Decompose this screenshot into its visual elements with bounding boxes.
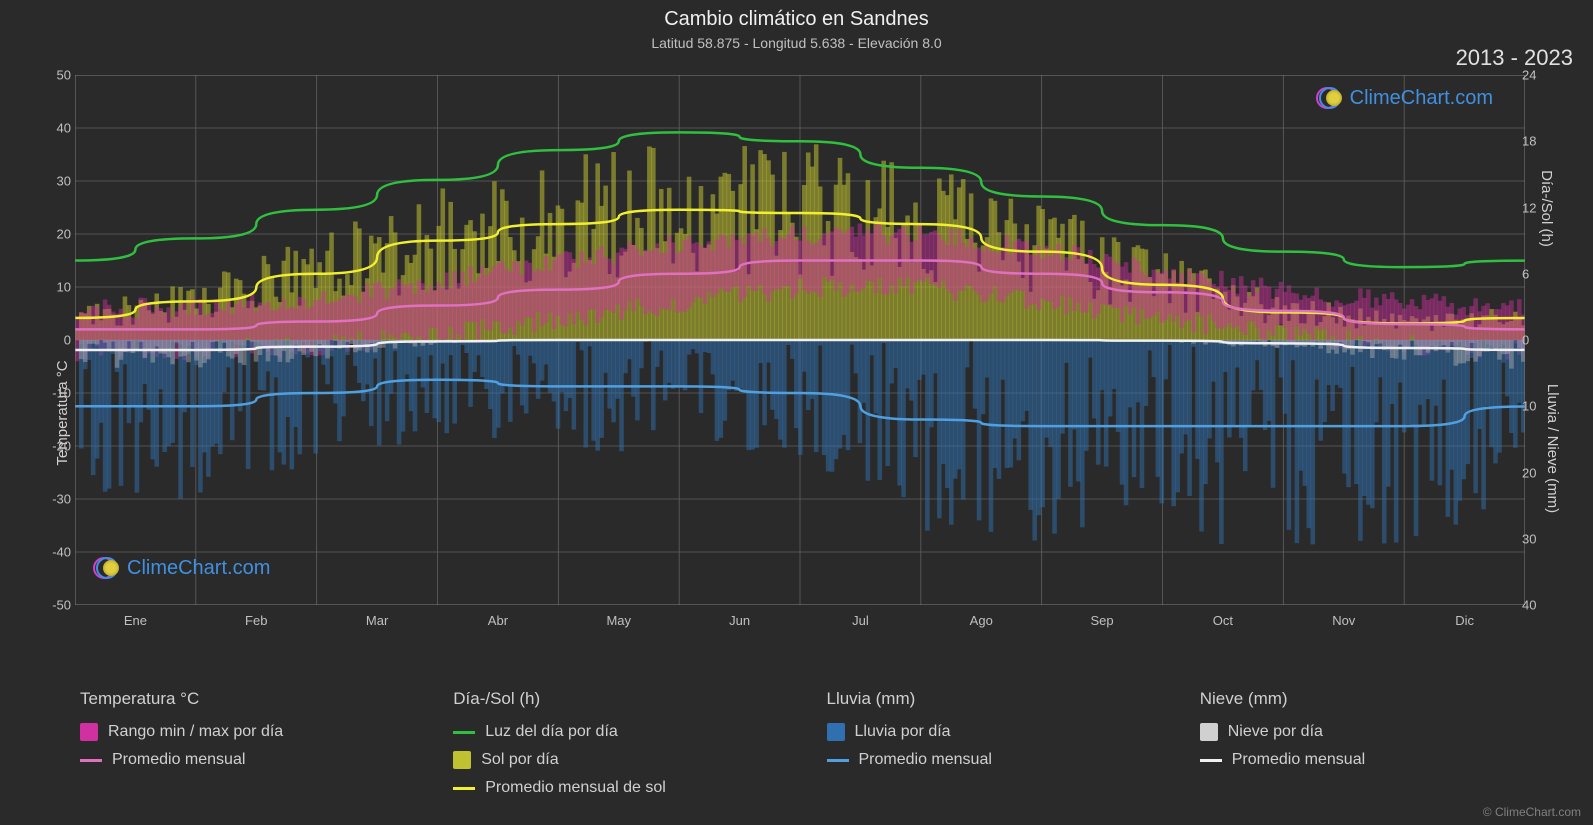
legend-item: Luz del día por día (453, 723, 766, 741)
y-tick-right-hours: 18 (1522, 134, 1548, 149)
y-tick-right-mm: 40 (1522, 598, 1548, 613)
legend-swatch (1200, 723, 1218, 741)
legend: Temperatura °C Rango min / max por día Pro… (80, 689, 1513, 807)
x-tick-month: Jul (852, 613, 869, 628)
x-tick-month: May (606, 613, 631, 628)
legend-item: Promedio mensual (827, 751, 1140, 769)
x-tick-month: Ago (970, 613, 993, 628)
legend-swatch (827, 759, 849, 762)
legend-label: Lluvia por día (855, 723, 951, 741)
legend-column: Temperatura °C Rango min / max por día Pro… (80, 689, 393, 807)
x-tick-month: Sep (1091, 613, 1114, 628)
legend-column-title: Día-/Sol (h) (453, 689, 766, 709)
legend-swatch (453, 731, 475, 734)
legend-label: Promedio mensual (1232, 751, 1365, 769)
year-range: 2013 - 2023 (1456, 45, 1573, 71)
legend-swatch (453, 751, 471, 769)
y-tick-left: -10 (45, 386, 71, 401)
legend-label: Rango min / max por día (108, 723, 283, 741)
y-tick-right-hours: 12 (1522, 200, 1548, 215)
x-tick-month: Abr (488, 613, 508, 628)
legend-column: Día-/Sol (h) Luz del día por día Sol por d… (453, 689, 766, 807)
legend-label: Promedio mensual (112, 751, 245, 769)
y-tick-left: -40 (45, 545, 71, 560)
y-tick-right-hours: 0 (1522, 333, 1548, 348)
y-tick-left: -50 (45, 598, 71, 613)
legend-item: Sol por día (453, 751, 766, 769)
y-tick-right-hours: 24 (1522, 68, 1548, 83)
chart-subtitle: Latitud 58.875 - Longitud 5.638 - Elevac… (0, 31, 1593, 51)
y-tick-left: 20 (45, 227, 71, 242)
watermark-text: ClimeChart.com (127, 557, 270, 580)
y-tick-left: -30 (45, 492, 71, 507)
climechart-logo-icon (1318, 85, 1344, 111)
legend-item: Promedio mensual (1200, 751, 1513, 769)
legend-label: Sol por día (481, 751, 558, 769)
legend-label: Promedio mensual (859, 751, 992, 769)
legend-swatch (1200, 759, 1222, 762)
watermark-text: ClimeChart.com (1350, 87, 1493, 110)
legend-column: Lluvia (mm) Lluvia por día Promedio mensua… (827, 689, 1140, 807)
chart-svg (75, 75, 1525, 605)
legend-swatch (80, 759, 102, 762)
watermark-bottom: ClimeChart.com (95, 555, 270, 581)
x-tick-month: Dic (1455, 613, 1474, 628)
legend-item: Rango min / max por día (80, 723, 393, 741)
legend-label: Luz del día por día (485, 723, 618, 741)
watermark-top: ClimeChart.com (1318, 85, 1493, 111)
y-tick-right-mm: 10 (1522, 399, 1548, 414)
chart-title: Cambio climático en Sandnes (0, 0, 1593, 31)
y-tick-right-hours: 6 (1522, 266, 1548, 281)
x-tick-month: Feb (245, 613, 267, 628)
y-tick-left: 40 (45, 121, 71, 136)
legend-swatch (453, 787, 475, 790)
x-tick-month: Nov (1332, 613, 1355, 628)
legend-label: Nieve por día (1228, 723, 1323, 741)
x-tick-month: Mar (366, 613, 388, 628)
y-tick-right-mm: 30 (1522, 531, 1548, 546)
copyright: © ClimeChart.com (1483, 805, 1581, 819)
legend-swatch (827, 723, 845, 741)
legend-column-title: Nieve (mm) (1200, 689, 1513, 709)
legend-column-title: Temperatura °C (80, 689, 393, 709)
x-tick-month: Ene (124, 613, 147, 628)
legend-column-title: Lluvia (mm) (827, 689, 1140, 709)
y-tick-right-mm: 20 (1522, 465, 1548, 480)
y-tick-left: -20 (45, 439, 71, 454)
climechart-logo-icon (95, 555, 121, 581)
legend-swatch (80, 723, 98, 741)
y-tick-left: 0 (45, 333, 71, 348)
x-tick-month: Oct (1213, 613, 1233, 628)
legend-item: Promedio mensual (80, 751, 393, 769)
chart-plot-area (75, 75, 1525, 605)
y-tick-left: 10 (45, 280, 71, 295)
legend-item: Nieve por día (1200, 723, 1513, 741)
x-tick-month: Jun (729, 613, 750, 628)
y-tick-left: 50 (45, 68, 71, 83)
y-tick-left: 30 (45, 174, 71, 189)
legend-column: Nieve (mm) Nieve por día Promedio mensual (1200, 689, 1513, 807)
legend-label: Promedio mensual de sol (485, 779, 666, 797)
legend-item: Promedio mensual de sol (453, 779, 766, 797)
legend-item: Lluvia por día (827, 723, 1140, 741)
